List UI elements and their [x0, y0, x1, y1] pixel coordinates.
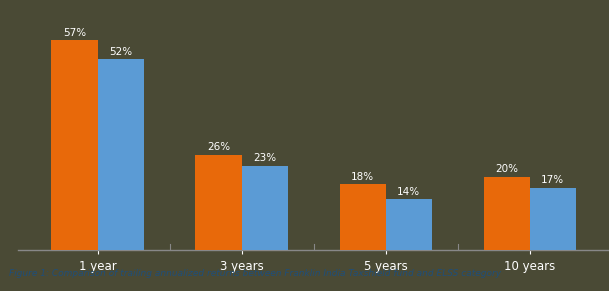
- Text: 14%: 14%: [397, 187, 420, 196]
- Bar: [195, 155, 242, 250]
- Bar: [340, 184, 385, 250]
- Text: 52%: 52%: [109, 47, 132, 57]
- Text: 23%: 23%: [253, 153, 276, 164]
- Text: 18%: 18%: [351, 172, 374, 182]
- Bar: [242, 166, 287, 250]
- Bar: [530, 188, 576, 250]
- Bar: [484, 177, 530, 250]
- Bar: [97, 59, 144, 250]
- Bar: [385, 199, 432, 250]
- Text: 57%: 57%: [63, 28, 86, 38]
- Text: 20%: 20%: [495, 164, 518, 174]
- Bar: [51, 40, 97, 250]
- Text: 26%: 26%: [207, 142, 230, 152]
- Text: Figure 1: Comparison of trailing annualized returns between Franklin India Taxsh: Figure 1: Comparison of trailing annuali…: [9, 269, 501, 278]
- Text: 17%: 17%: [541, 175, 565, 185]
